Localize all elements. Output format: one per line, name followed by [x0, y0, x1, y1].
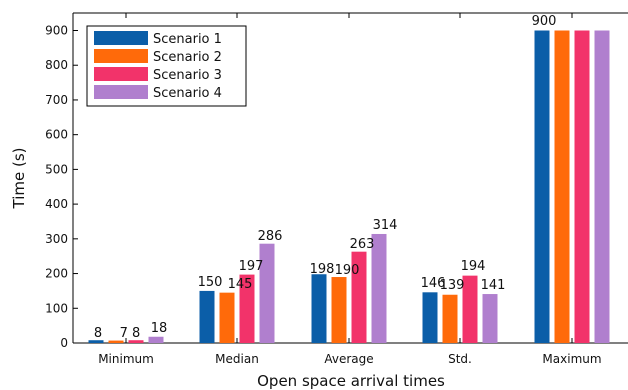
bar: [574, 30, 590, 343]
bar: [534, 30, 550, 343]
data-label: 8: [94, 326, 102, 341]
bar: [331, 277, 347, 343]
data-label: 139: [440, 278, 465, 293]
bar: [422, 292, 438, 343]
bar: [482, 294, 498, 343]
x-tick-label: Std.: [448, 352, 472, 366]
data-label: 150: [198, 275, 223, 290]
bar: [462, 275, 478, 343]
data-label: 18: [151, 321, 168, 336]
bar: [108, 340, 124, 343]
data-label: 194: [461, 259, 486, 274]
data-label: 7 8: [120, 326, 141, 341]
bar: [442, 294, 458, 343]
bars: [88, 30, 610, 343]
legend-label: Scenario 4: [153, 86, 222, 101]
data-label: 197: [239, 259, 264, 274]
legend-swatch: [94, 49, 148, 63]
x-ticks: Minimum Median Average Std. Maximum: [98, 13, 602, 366]
x-tick-label: Maximum: [542, 352, 601, 366]
legend-label: Scenario 3: [153, 68, 222, 83]
bar: [311, 274, 327, 343]
bar: [88, 340, 104, 343]
legend: Scenario 1 Scenario 2 Scenario 3 Scenario 4: [86, 25, 247, 107]
data-label: 900: [532, 14, 557, 29]
bar: [594, 30, 610, 343]
data-label: 141: [481, 278, 506, 293]
y-tick-label: 500: [45, 162, 68, 176]
data-label: 198: [310, 262, 335, 277]
legend-swatch: [94, 85, 148, 99]
bar: [199, 290, 215, 343]
x-axis-title: Open space arrival times: [257, 372, 445, 390]
y-tick-label: 300: [45, 232, 68, 246]
x-tick-label: Minimum: [98, 352, 154, 366]
y-ticks: 0 100 200 300 400 500 600 700 800 900: [45, 24, 78, 350]
legend-label: Scenario 2: [153, 50, 222, 65]
bar: [219, 292, 235, 343]
data-label: 286: [258, 229, 283, 244]
x-tick-label: Average: [324, 352, 373, 366]
y-tick-label: 100: [45, 301, 68, 315]
legend-label: Scenario 1: [153, 32, 222, 47]
data-label: 263: [350, 237, 375, 252]
legend-swatch: [94, 31, 148, 45]
y-tick-label: 200: [45, 267, 68, 281]
y-tick-label: 0: [60, 336, 68, 350]
y-tick-label: 900: [45, 24, 68, 38]
data-label: 146: [421, 276, 446, 291]
bar: [128, 340, 144, 343]
y-tick-label: 800: [45, 58, 68, 72]
bar: [148, 336, 164, 343]
y-tick-label: 700: [45, 93, 68, 107]
bar: [554, 30, 570, 343]
y-tick-label: 400: [45, 197, 68, 211]
chart-root: 0 100 200 300 400 500 600 700 800 900 Minimum Media…: [10, 12, 628, 390]
legend-swatch: [94, 67, 148, 81]
bar: [239, 274, 255, 343]
data-label: 190: [335, 263, 360, 278]
y-tick-label: 600: [45, 128, 68, 142]
data-label: 145: [228, 277, 253, 292]
x-tick-label: Median: [215, 352, 259, 366]
bar: [259, 243, 275, 343]
bar: [351, 251, 367, 343]
bar: [371, 233, 387, 343]
data-label: 314: [373, 218, 398, 233]
y-axis-title: Time (s): [10, 148, 28, 210]
